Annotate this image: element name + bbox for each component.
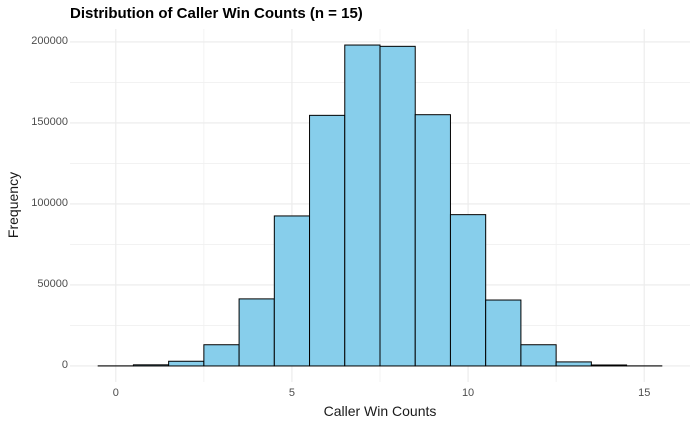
x-axis-title: Caller Win Counts [323, 403, 437, 419]
x-tick-label: 5 [288, 387, 295, 399]
histogram-bar [449, 214, 487, 367]
x-tick-label: 10 [461, 387, 475, 399]
histogram-bar [520, 344, 557, 367]
y-tick-label: 150000 [31, 115, 68, 128]
histogram-bar [485, 299, 522, 367]
histogram-bar [132, 364, 170, 367]
plot-title: Distribution of Caller Win Counts (n = 1… [70, 5, 363, 22]
plot-panel [70, 29, 690, 382]
histogram-bar [273, 215, 311, 367]
histogram-bar [590, 364, 628, 367]
histogram-bar [309, 114, 346, 367]
y-tick-label: 50000 [37, 277, 68, 290]
y-tick-label: 100000 [31, 196, 68, 209]
y-tick-label: 0 [61, 358, 68, 371]
y-tick-label: 200000 [31, 34, 68, 47]
histogram-bar [414, 114, 451, 367]
histogram-bar [344, 44, 381, 367]
histogram-bar [168, 360, 205, 367]
x-tick-label: 15 [638, 387, 651, 399]
histogram-svg [70, 29, 690, 382]
histogram-bar [238, 298, 275, 367]
histogram-bar [555, 361, 592, 367]
histogram-bar [203, 344, 240, 367]
histogram-bar [379, 45, 416, 367]
x-tick-label: 0 [112, 387, 119, 399]
